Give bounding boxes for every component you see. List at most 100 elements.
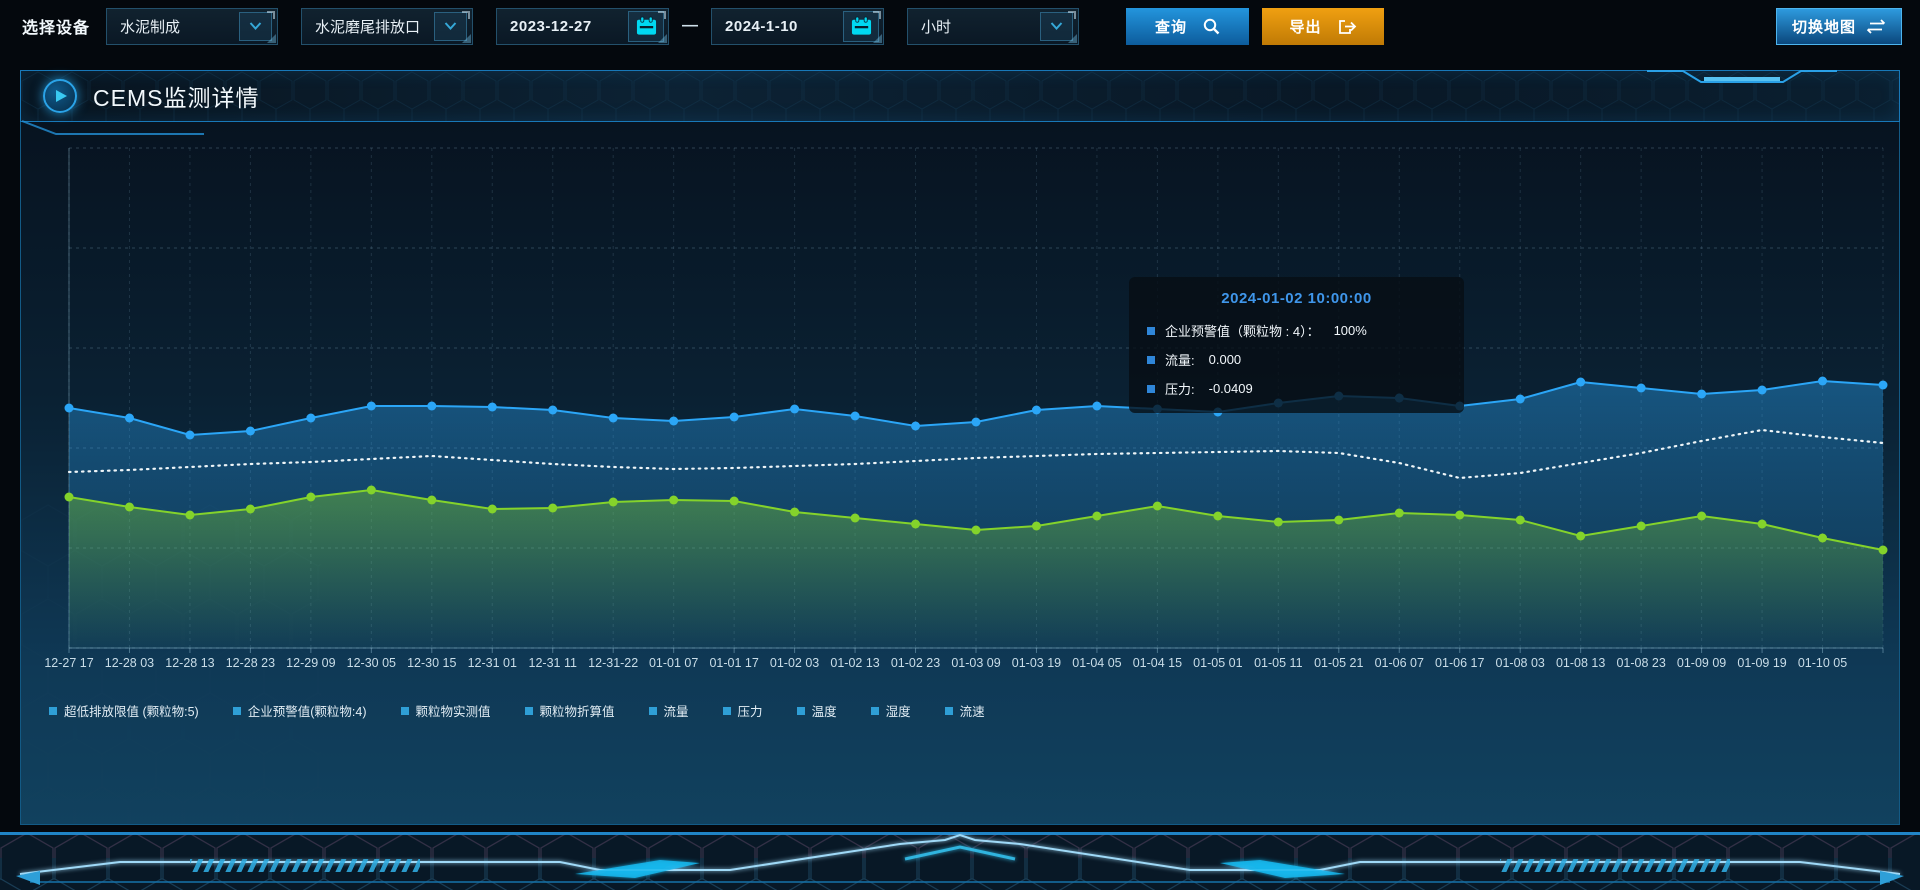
play-icon	[43, 79, 77, 113]
tooltip-series-marker-icon	[1147, 355, 1155, 364]
cems-panel: CEMS监测详情 12-27 17 12-28 03 12-28 13 12-28 2…	[20, 70, 1900, 825]
data-point[interactable]	[971, 525, 981, 535]
tooltip-item: 流量: 0.000	[1129, 345, 1464, 374]
data-point[interactable]	[1455, 510, 1465, 520]
end-date-value: 2024-1-10	[725, 17, 798, 35]
data-point[interactable]	[487, 504, 497, 514]
query-button[interactable]: 查询	[1126, 7, 1250, 45]
data-point[interactable]	[669, 495, 679, 505]
interval-select[interactable]: 小时	[907, 7, 1080, 45]
data-point[interactable]	[1213, 511, 1223, 521]
data-point[interactable]	[1757, 385, 1767, 395]
data-point[interactable]	[729, 412, 739, 422]
data-point[interactable]	[729, 496, 739, 506]
data-point[interactable]	[1031, 405, 1041, 415]
tooltip-item-value: 100%	[1333, 323, 1367, 338]
start-date-picker[interactable]: 2023-12-27	[496, 7, 670, 45]
data-point[interactable]	[790, 404, 800, 414]
device-select[interactable]: 水泥制成	[106, 7, 279, 45]
legend-item-label: 颗粒物实测值	[415, 705, 491, 719]
x-axis-label: 12-31 01	[468, 656, 517, 670]
data-point[interactable]	[366, 401, 376, 411]
export-button-label: 导出	[1289, 18, 1322, 36]
legend-item[interactable]: 企业预警值(颗粒物:4)	[232, 701, 367, 720]
data-point[interactable]	[911, 519, 921, 529]
legend-item[interactable]: 颗粒物实测值	[400, 701, 491, 720]
export-icon	[1338, 19, 1356, 34]
chart-plot[interactable]: 12-27 17 12-28 03 12-28 13 12-28 23 12-29 09…	[21, 122, 1899, 697]
data-point[interactable]	[548, 503, 558, 513]
legend-item[interactable]: 颗粒物折算值	[524, 701, 615, 720]
chart-tooltip: 2024-01-02 10:00:00 企业预警值（颗粒物 : 4）： 100% 流…	[1129, 277, 1464, 413]
panel-header: CEMS监测详情	[20, 70, 1900, 135]
data-point[interactable]	[487, 402, 497, 412]
data-point[interactable]	[1515, 515, 1525, 525]
header-corner-accent	[21, 120, 204, 135]
legend-item[interactable]: 湿度	[870, 701, 911, 720]
data-point[interactable]	[1636, 521, 1646, 531]
data-point[interactable]	[1878, 380, 1888, 390]
data-point[interactable]	[185, 510, 195, 520]
data-point[interactable]	[245, 504, 255, 514]
data-point[interactable]	[1273, 517, 1283, 527]
legend-item[interactable]: 流量	[648, 701, 689, 720]
data-point[interactable]	[1334, 515, 1344, 525]
tooltip-item-label: 企业预警值（颗粒物 : 4）：	[1165, 324, 1320, 339]
data-point[interactable]	[185, 430, 195, 440]
data-point[interactable]	[427, 495, 437, 505]
data-point[interactable]	[306, 492, 316, 502]
legend-item[interactable]: 温度	[796, 701, 837, 720]
data-point[interactable]	[1818, 533, 1828, 543]
data-point[interactable]	[366, 485, 376, 495]
data-point[interactable]	[1576, 377, 1586, 387]
data-point[interactable]	[64, 492, 74, 502]
data-point[interactable]	[1031, 521, 1041, 531]
tooltip-item: 压力: -0.0409	[1129, 374, 1464, 403]
data-point[interactable]	[608, 413, 618, 423]
chart-legend: 超低排放限值 (颗粒物:5) 企业预警值(颗粒物:4) 颗粒物实测值 颗粒物折算值 流量…	[49, 701, 985, 720]
end-date-picker[interactable]: 2024-1-10	[711, 7, 885, 45]
data-point[interactable]	[850, 513, 860, 523]
data-point[interactable]	[1697, 389, 1707, 399]
data-point[interactable]	[971, 417, 981, 427]
data-point[interactable]	[1394, 508, 1404, 518]
data-point[interactable]	[911, 421, 921, 431]
data-point[interactable]	[608, 497, 618, 507]
legend-item[interactable]: 压力	[722, 701, 763, 720]
data-point[interactable]	[1757, 519, 1767, 529]
data-point[interactable]	[1576, 531, 1586, 541]
data-point[interactable]	[1697, 511, 1707, 521]
export-button[interactable]: 导出	[1262, 7, 1385, 45]
switch-map-button[interactable]: 切换地图	[1776, 7, 1902, 45]
x-axis-label: 01-01 17	[709, 656, 758, 670]
data-point[interactable]	[669, 416, 679, 426]
data-point[interactable]	[64, 403, 74, 413]
legend-marker-icon	[722, 706, 731, 715]
data-point[interactable]	[124, 502, 134, 512]
series-2	[67, 428, 1885, 480]
data-point[interactable]	[245, 426, 255, 436]
data-point[interactable]	[1636, 383, 1646, 393]
data-point[interactable]	[1818, 376, 1828, 386]
data-point[interactable]	[427, 401, 437, 411]
legend-item[interactable]: 流速	[944, 701, 985, 720]
data-point[interactable]	[124, 413, 134, 423]
data-point[interactable]	[1092, 401, 1102, 411]
legend-item[interactable]: 超低排放限值 (颗粒物:5)	[49, 701, 199, 720]
x-axis-label: 01-01 07	[649, 656, 698, 670]
x-axis-label: 01-05 01	[1193, 656, 1242, 670]
data-point[interactable]	[306, 413, 316, 423]
data-point[interactable]	[1152, 501, 1162, 511]
outlet-select[interactable]: 水泥磨尾排放口	[301, 7, 474, 45]
tooltip-item-label: 流量:	[1165, 353, 1195, 368]
data-point[interactable]	[548, 405, 558, 415]
data-point[interactable]	[1092, 511, 1102, 521]
data-point[interactable]	[850, 411, 860, 421]
page-title: CEMS监测详情	[93, 85, 260, 111]
outlet-select-value: 水泥磨尾排放口	[315, 18, 421, 36]
legend-marker-icon	[524, 706, 533, 715]
data-point[interactable]	[1878, 545, 1888, 555]
data-point[interactable]	[790, 507, 800, 517]
legend-marker-icon	[944, 706, 953, 715]
data-point[interactable]	[1515, 394, 1525, 404]
